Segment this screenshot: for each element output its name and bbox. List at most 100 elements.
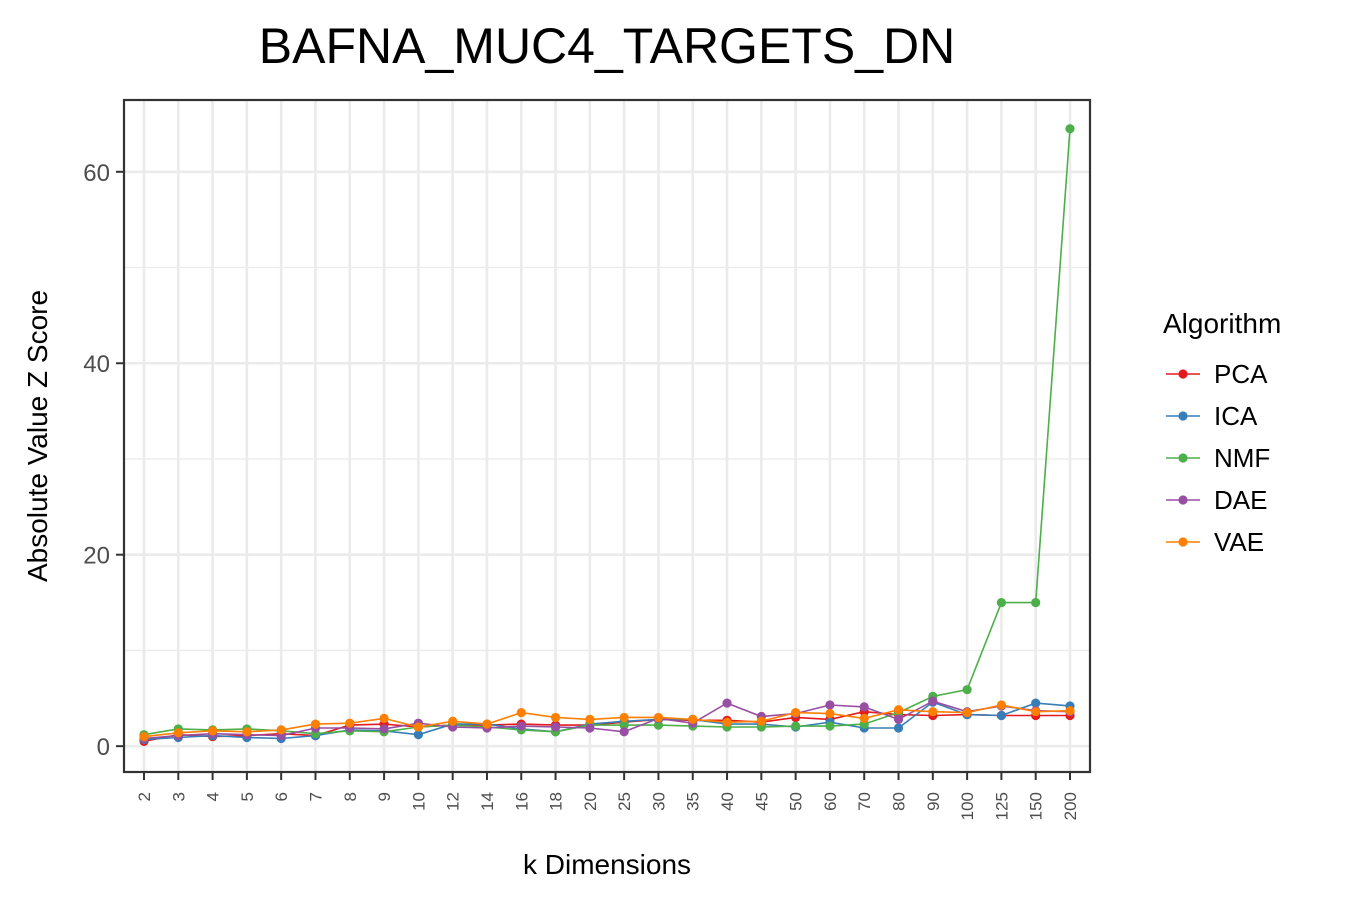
x-tick-label: 90 [924,792,943,811]
data-point-vae [722,717,732,727]
plot-grid [124,100,1090,772]
data-point-vae [413,722,423,732]
data-point-vae [550,712,561,723]
x-tick-label: 18 [547,792,566,811]
x-tick-label: 35 [684,792,703,811]
legend-item-vae: VAE [1166,527,1264,557]
chart-title: BAFNA_MUC4_TARGETS_DN [259,18,955,74]
data-point-vae [791,708,801,718]
legend-key-point-dae [1178,495,1188,505]
data-point-vae [1031,707,1041,717]
legend-label-vae: VAE [1214,527,1264,557]
legend-label-ica: ICA [1214,401,1258,431]
data-point-dae [928,696,938,706]
data-point-vae [448,716,458,726]
data-point-vae [276,725,286,735]
x-tick-label: 70 [855,792,874,811]
data-point-ica [1031,698,1041,708]
data-point-vae [379,713,389,723]
legend-key-point-vae [1178,537,1188,547]
data-point-nmf [825,721,835,731]
data-point-vae [928,707,938,717]
series-line-ica [143,701,1071,741]
legend-label-pca: PCA [1214,359,1268,389]
x-tick-label: 3 [169,792,188,801]
data-point-nmf [791,721,801,731]
data-point-dae [825,700,835,710]
x-tick-label: 7 [306,792,325,801]
series-layer [139,124,1075,746]
data-point-vae [653,712,664,723]
data-point-nmf [996,597,1007,608]
y-tick-label: 60 [83,160,110,187]
x-tick-label: 80 [890,792,909,811]
data-point-vae [345,718,355,728]
data-point-vae [996,700,1007,710]
x-tick-label: 125 [992,792,1011,820]
data-point-dae [550,722,561,732]
y-axis: 0 20 40 60 [83,160,124,761]
data-point-vae [688,714,698,724]
data-point-vae [585,714,595,724]
x-tick-label: 9 [375,792,394,801]
data-point-nmf [619,720,629,730]
data-point-nmf [1031,597,1041,608]
data-point-dae [516,721,526,731]
series-line-vae [143,704,1071,738]
data-point-nmf [1065,124,1075,134]
data-point-vae [310,719,321,729]
data-point-vae [1065,706,1075,716]
data-point-ica [996,710,1007,721]
x-tick-label: 2 [135,792,154,801]
data-point-vae [859,713,869,723]
data-point-vae [139,731,149,742]
data-point-ica [893,723,904,733]
x-tick-label: 16 [512,792,531,811]
data-point-dae [585,723,595,733]
x-tick-label: 25 [615,792,634,811]
data-point-dae [379,724,389,734]
data-point-vae [207,726,218,736]
legend-item-ica: ICA [1166,401,1258,431]
data-point-vae [173,728,183,738]
legend-item-dae: DAE [1166,485,1267,515]
data-point-dae [619,727,629,737]
data-point-vae [893,705,904,715]
x-tick-label: 12 [444,792,463,811]
legend-key-point-pca [1178,369,1188,379]
data-point-vae [242,727,252,737]
data-point-dae [893,714,904,724]
x-tick-label: 45 [752,792,771,811]
data-point-vae [825,709,835,719]
y-tick-label: 20 [83,543,110,570]
y-tick-label: 0 [97,734,110,761]
legend-key-point-ica [1178,411,1188,421]
x-tick-label: 40 [718,792,737,811]
x-tick-label: 60 [821,792,840,811]
x-tick-label: 5 [238,792,257,801]
data-point-dae [859,702,869,712]
data-point-vae [756,716,766,726]
x-tick-label: 8 [341,792,360,801]
legend: Algorithm PCA ICA NMF DAE VAE [1163,308,1281,557]
data-point-vae [619,712,629,723]
legend-label-dae: DAE [1214,485,1267,515]
data-point-dae [722,698,732,708]
y-tick-label: 40 [83,351,110,378]
x-tick-label: 6 [272,792,291,801]
x-tick-label: 10 [409,792,428,811]
x-tick-label: 50 [787,792,806,811]
legend-item-nmf: NMF [1166,443,1270,473]
data-point-vae [962,708,972,718]
x-axis-title: k Dimensions [523,849,691,880]
x-tick-label: 20 [581,792,600,811]
x-tick-label: 150 [1027,792,1046,820]
data-point-vae [516,708,526,718]
legend-item-pca: PCA [1166,359,1268,389]
legend-label-nmf: NMF [1214,443,1270,473]
plot-panel-background [124,100,1090,772]
x-tick-label: 4 [204,792,223,801]
series-vae [139,700,1075,742]
data-point-ica [413,730,423,740]
data-point-nmf [962,685,972,695]
